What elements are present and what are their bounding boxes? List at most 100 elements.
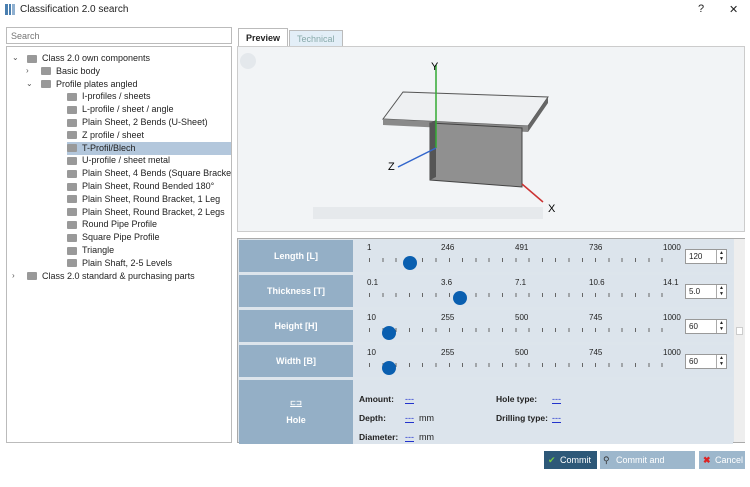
scrollbar-thumb[interactable] bbox=[736, 327, 743, 335]
chevron-right-icon[interactable]: › bbox=[12, 270, 15, 280]
hole-type-link[interactable]: --- bbox=[552, 394, 561, 404]
slider-thumb[interactable] bbox=[382, 361, 397, 375]
tick-label: 10.6 bbox=[589, 278, 605, 287]
category-icon bbox=[67, 182, 77, 191]
tick-label: 500 bbox=[515, 313, 529, 322]
check-icon: ✔ bbox=[548, 455, 556, 465]
view-toolbar[interactable] bbox=[313, 207, 543, 219]
category-icon bbox=[27, 272, 37, 281]
title-bar: Classification 2.0 search ? ✕ bbox=[0, 0, 750, 20]
chevron-down-icon[interactable]: ⌄ bbox=[12, 53, 19, 62]
tree-item[interactable]: Plain Sheet, Round Bracket, 2 Legs bbox=[67, 206, 225, 219]
category-icon bbox=[41, 67, 51, 76]
slider-track[interactable] bbox=[369, 258, 675, 262]
tree-item[interactable]: Plain Shaft, 2-5 Levels bbox=[67, 257, 172, 270]
cancel-button[interactable]: ✖ Cancel bbox=[699, 451, 745, 469]
diameter-unit: mm bbox=[419, 432, 434, 442]
spinner-arrows-icon: ▲ ▼ bbox=[716, 285, 726, 298]
chevron-right-icon[interactable]: › bbox=[26, 65, 29, 75]
tree-item[interactable]: Basic body bbox=[41, 65, 100, 78]
parameter-row: Width [B] 10 255 500 745 1000 60 ▲ ▼ bbox=[239, 345, 733, 377]
tree-item[interactable]: Class 2.0 own components bbox=[27, 52, 150, 65]
parameter-label: Length [L] bbox=[239, 240, 353, 272]
parameter-row: Length [L] 1 246 491 736 1000 120 ▲ ▼ bbox=[239, 240, 733, 272]
slider-thumb[interactable] bbox=[403, 256, 418, 270]
commit-and-search-button[interactable]: ⚲ Commit and Search bbox=[600, 451, 695, 483]
tree-item[interactable]: Profile plates angled bbox=[41, 78, 138, 91]
search-input[interactable] bbox=[6, 27, 232, 44]
tree-item[interactable]: U-profile / sheet metal bbox=[67, 154, 170, 167]
spinner-arrows-icon: ▲ ▼ bbox=[716, 355, 726, 368]
hole-icon: ⊏⊐ bbox=[290, 400, 302, 407]
hole-row: ⊏⊐ Hole Amount: --- Hole type: --- Depth:… bbox=[239, 380, 733, 444]
close-button[interactable]: ✕ bbox=[729, 4, 739, 16]
tree-item[interactable]: Round Pipe Profile bbox=[67, 218, 157, 231]
depth-label: Depth: bbox=[359, 413, 386, 423]
tick-label: 1000 bbox=[663, 348, 681, 357]
tree-item[interactable]: Class 2.0 standard & purchasing parts bbox=[27, 270, 195, 283]
tick-label: 745 bbox=[589, 313, 603, 322]
tree-item[interactable]: Square Pipe Profile bbox=[67, 231, 160, 244]
category-icon bbox=[67, 195, 77, 204]
slider-track[interactable] bbox=[369, 293, 675, 297]
value-spinner[interactable]: 60 ▲ ▼ bbox=[685, 354, 727, 369]
search-check-icon: ⚲ bbox=[603, 455, 610, 465]
tick-label: 500 bbox=[515, 348, 529, 357]
tick-label: 491 bbox=[515, 243, 529, 252]
cancel-icon: ✖ bbox=[703, 455, 711, 465]
slider-thumb[interactable] bbox=[382, 326, 397, 340]
category-icon bbox=[67, 169, 77, 178]
tab-preview[interactable]: Preview bbox=[238, 28, 289, 47]
chevron-down-icon[interactable]: ⌄ bbox=[26, 78, 33, 88]
parameter-label: Thickness [T] bbox=[239, 275, 353, 307]
classification-tree: ⌄ Class 2.0 own components › Basic body ⌄ Pro… bbox=[6, 46, 232, 443]
tick-label: 246 bbox=[441, 243, 455, 252]
tick-label: 1000 bbox=[663, 243, 681, 252]
category-icon bbox=[67, 208, 77, 217]
tick-label: 10 bbox=[367, 313, 376, 322]
tab-technical-previews[interactable]: Technical previews bbox=[289, 30, 343, 60]
spinner-arrows-icon: ▲ ▼ bbox=[716, 250, 726, 263]
tree-item[interactable]: Triangle bbox=[67, 244, 114, 257]
value-spinner[interactable]: 120 ▲ ▼ bbox=[685, 249, 727, 264]
x-axis-label: X bbox=[548, 203, 556, 215]
parameter-label: Height [H] bbox=[239, 310, 353, 342]
tick-label: 255 bbox=[441, 313, 455, 322]
tree-item[interactable]: Plain Sheet, 2 Bends (U-Sheet) bbox=[67, 116, 208, 129]
slider-thumb[interactable] bbox=[452, 291, 467, 305]
tick-label: 14.1 bbox=[663, 278, 679, 287]
category-icon bbox=[67, 105, 77, 114]
value-spinner[interactable]: 5.0 ▲ ▼ bbox=[685, 284, 727, 299]
value-spinner[interactable]: 60 ▲ ▼ bbox=[685, 319, 727, 334]
window-title: Classification 2.0 search bbox=[20, 4, 129, 15]
scrollbar[interactable] bbox=[734, 239, 745, 442]
tree-item[interactable]: Z profile / sheet bbox=[67, 129, 144, 142]
tree-item[interactable]: I-profiles / sheets bbox=[67, 90, 151, 103]
3d-preview[interactable]: Y Z X bbox=[237, 46, 745, 232]
category-icon bbox=[67, 118, 77, 127]
y-axis-label: Y bbox=[431, 61, 439, 73]
commit-button[interactable]: ✔ Commit bbox=[544, 451, 597, 469]
diameter-link[interactable]: --- bbox=[405, 432, 414, 442]
tree-item[interactable]: T-Profil/Blech bbox=[67, 141, 231, 155]
tree-item[interactable]: Plain Sheet, Round Bracket, 1 Leg bbox=[67, 193, 220, 206]
help-button[interactable]: ? bbox=[698, 3, 705, 15]
diameter-label: Diameter: bbox=[359, 432, 399, 442]
category-icon bbox=[67, 144, 77, 153]
tree-item[interactable]: Plain Sheet, Round Bended 180° bbox=[67, 180, 214, 193]
category-icon bbox=[67, 246, 77, 255]
depth-link[interactable]: --- bbox=[405, 413, 414, 423]
parameter-panel: Length [L] 1 246 491 736 1000 120 ▲ ▼ Thickness [… bbox=[237, 238, 745, 444]
drilling-type-link[interactable]: --- bbox=[552, 413, 561, 423]
tick-label: 0.1 bbox=[367, 278, 379, 287]
amount-link[interactable]: --- bbox=[405, 394, 414, 404]
tick-label: 736 bbox=[589, 243, 603, 252]
parameter-label: Width [B] bbox=[239, 345, 353, 377]
category-icon bbox=[27, 54, 37, 63]
tree-item[interactable]: Plain Sheet, 4 Bends (Square Bracket) bbox=[67, 167, 231, 180]
slider-track[interactable] bbox=[369, 328, 675, 332]
tree-item[interactable]: L-profile / sheet / angle bbox=[67, 103, 174, 116]
slider-track[interactable] bbox=[369, 363, 675, 367]
tick-label: 255 bbox=[441, 348, 455, 357]
hole-type-label: Hole type: bbox=[496, 394, 538, 404]
